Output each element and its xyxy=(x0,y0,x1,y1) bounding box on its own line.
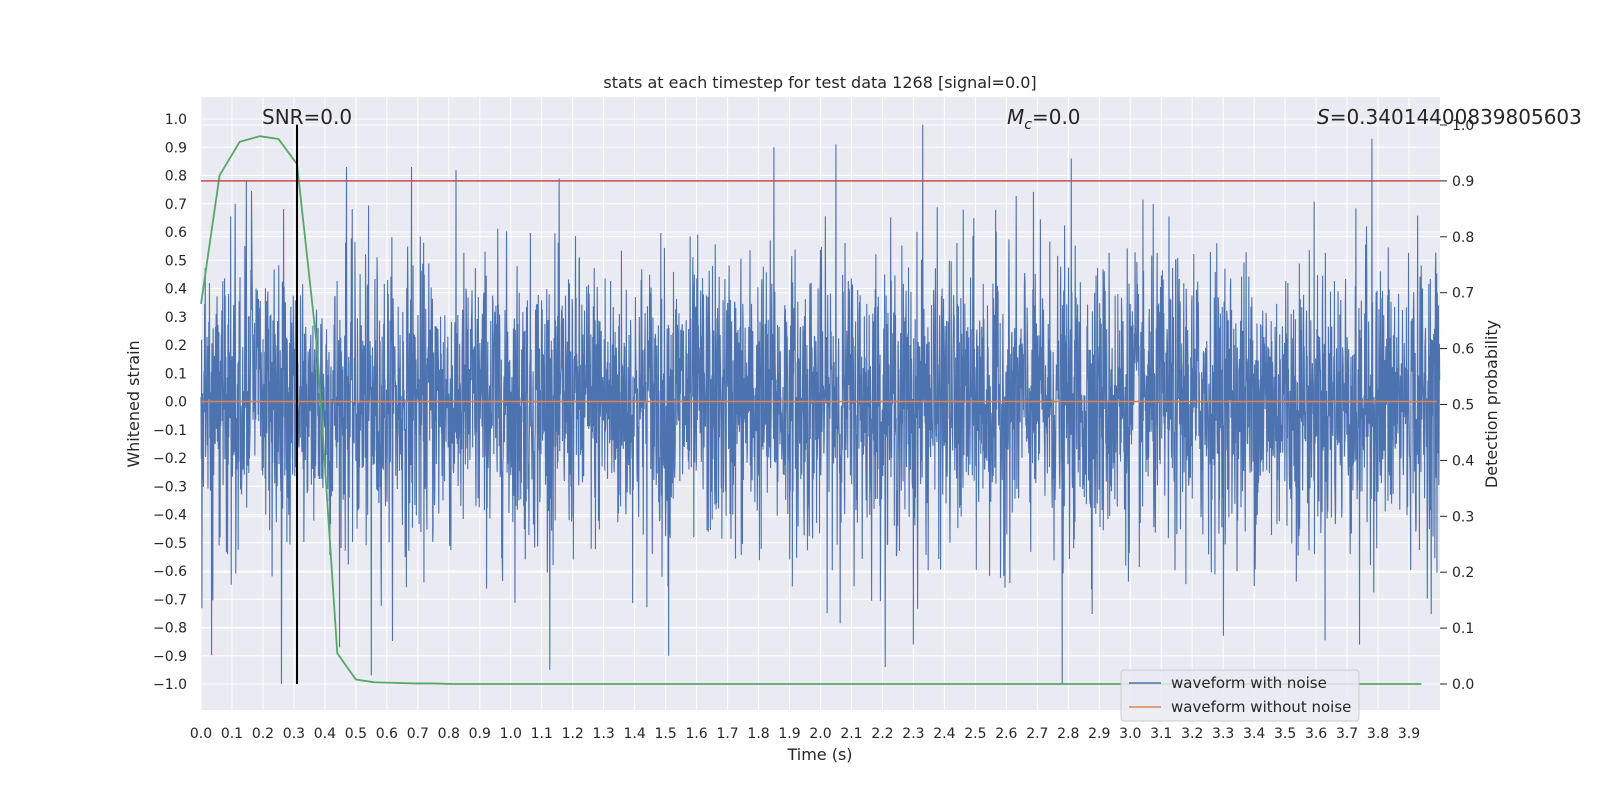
y2-tick-label: 0.8 xyxy=(1452,230,1474,246)
x-tick-label: 3.8 xyxy=(1367,726,1389,742)
x-tick-label: 0.5 xyxy=(345,726,367,742)
y-tick-label: 0.4 xyxy=(165,282,187,298)
x-tick-label: 1.4 xyxy=(624,726,646,742)
x-tick-label: 3.9 xyxy=(1398,726,1420,742)
x-tick-label: 1.2 xyxy=(562,726,584,742)
x-tick-label: 3.5 xyxy=(1274,726,1296,742)
series-waveform-with-noise xyxy=(200,124,1441,685)
y-tick-label: −0.8 xyxy=(153,621,187,637)
chirp-mass-symbol: M xyxy=(1007,105,1024,129)
x-tick-label: 1.5 xyxy=(654,726,676,742)
y-tick-label: 0.2 xyxy=(165,338,187,354)
chirp-mass-subscript: c xyxy=(1024,117,1032,133)
y2-tick-label: 0.4 xyxy=(1452,453,1474,469)
legend: waveform with noise waveform without noi… xyxy=(1120,669,1360,722)
chirp-mass-value: =0.0 xyxy=(1032,105,1081,129)
x-tick-label: 3.1 xyxy=(1150,726,1172,742)
x-axis-title: Time (s) xyxy=(786,745,852,764)
y-tick-label: −1.0 xyxy=(153,677,187,693)
x-tick-label: 0.3 xyxy=(283,726,305,742)
y-tick-label: 0.8 xyxy=(165,169,187,185)
x-tick-label: 3.3 xyxy=(1212,726,1234,742)
x-tick-label: 1.9 xyxy=(778,726,800,742)
y-tick-label: 0.6 xyxy=(165,225,187,241)
y-tick-label: −0.5 xyxy=(153,536,187,552)
y-tick-label: −0.7 xyxy=(153,592,187,608)
x-tick-label: 1.8 xyxy=(747,726,769,742)
y2-tick-label: 1.0 xyxy=(1452,118,1474,134)
x-tick-label: 0.6 xyxy=(376,726,398,742)
chirp-mass-annotation: Mc=0.0 xyxy=(1007,105,1081,133)
x-tick-label: 3.7 xyxy=(1336,726,1358,742)
x-tick-label: 3.6 xyxy=(1305,726,1327,742)
score-value: =0.34014400839805603 xyxy=(1330,105,1582,129)
y2-tick-labels: 1.0 0.9 0.8 0.7 0.6 0.5 0.4 0.3 0.2 0.1 0.0 xyxy=(1440,118,1474,693)
x-tick-labels: 0.0 0.1 0.2 0.3 0.4 0.5 0.6 0.7 0.8 0.9 1.0 1.1 1.2 1… xyxy=(190,726,1420,742)
x-tick-label: 0.4 xyxy=(314,726,336,742)
y-tick-label: −0.6 xyxy=(153,564,187,580)
x-tick-label: 1.3 xyxy=(593,726,615,742)
x-tick-label: 1.1 xyxy=(531,726,553,742)
x-tick-label: 3.4 xyxy=(1243,726,1265,742)
y-tick-label: −0.4 xyxy=(153,508,187,524)
y-tick-label: 0.9 xyxy=(165,140,187,156)
x-tick-label: 2.8 xyxy=(1057,726,1079,742)
y-tick-label: 0.5 xyxy=(165,253,187,269)
x-tick-label: 3.2 xyxy=(1181,726,1203,742)
score-symbol: S xyxy=(1317,105,1330,129)
y-tick-label: 0.7 xyxy=(165,197,187,213)
x-tick-label: 2.5 xyxy=(964,726,986,742)
x-tick-label: 2.3 xyxy=(902,726,924,742)
x-tick-label: 2.9 xyxy=(1088,726,1110,742)
y-tick-label: 0.1 xyxy=(165,366,187,382)
x-tick-label: 0.9 xyxy=(469,726,491,742)
x-tick-label: 2.4 xyxy=(933,726,955,742)
x-tick-label: 2.7 xyxy=(1026,726,1048,742)
y-tick-label: 0.0 xyxy=(165,395,187,411)
x-tick-label: 2.2 xyxy=(871,726,893,742)
chart-title: stats at each timestep for test data 126… xyxy=(603,73,1036,92)
y2-axis-title: Detection probability xyxy=(1482,320,1501,488)
y-tick-label: −0.2 xyxy=(153,451,187,467)
x-tick-label: 1.6 xyxy=(685,726,707,742)
y2-tick-label: 0.6 xyxy=(1452,342,1474,358)
snr-annotation: SNR=0.0 xyxy=(262,105,352,129)
y2-tick-label: 0.3 xyxy=(1452,509,1474,525)
score-annotation: S=0.34014400839805603 xyxy=(1317,105,1582,129)
x-tick-label: 0.2 xyxy=(252,726,274,742)
x-tick-label: 0.1 xyxy=(221,726,243,742)
waveform-with-noise-line xyxy=(200,124,1441,685)
x-tick-label: 1.7 xyxy=(716,726,738,742)
y-tick-label: −0.9 xyxy=(153,649,187,665)
x-tick-label: 3.0 xyxy=(1119,726,1141,742)
x-tick-label: 1.0 xyxy=(500,726,522,742)
y2-tick-label: 0.1 xyxy=(1452,621,1474,637)
y-tick-label: −0.3 xyxy=(153,479,187,495)
legend-label-noise: waveform with noise xyxy=(1171,674,1327,692)
y2-tick-label: 0.0 xyxy=(1452,677,1474,693)
y2-tick-label: 0.7 xyxy=(1452,286,1474,302)
legend-label-clean: waveform without noise xyxy=(1171,698,1351,716)
y-tick-label: 0.3 xyxy=(165,310,187,326)
y2-tick-label: 0.9 xyxy=(1452,174,1474,190)
y-tick-labels: 1.0 0.9 0.8 0.7 0.6 0.5 0.4 0.3 0.2 0.1 0.0 −0.1 −0.… xyxy=(153,112,187,693)
y-tick-label: −0.1 xyxy=(153,423,187,439)
y-tick-label: 1.0 xyxy=(165,112,187,128)
x-tick-label: 2.6 xyxy=(995,726,1017,742)
y2-tick-label: 0.2 xyxy=(1452,565,1474,581)
x-tick-label: 2.1 xyxy=(840,726,862,742)
y2-tick-label: 0.5 xyxy=(1452,398,1474,414)
legend-box xyxy=(1120,669,1360,722)
x-tick-label: 0.0 xyxy=(190,726,212,742)
x-tick-label: 0.7 xyxy=(407,726,429,742)
x-tick-label: 0.8 xyxy=(438,726,460,742)
y-axis-title: Whitened strain xyxy=(124,340,143,467)
x-tick-label: 2.0 xyxy=(809,726,831,742)
